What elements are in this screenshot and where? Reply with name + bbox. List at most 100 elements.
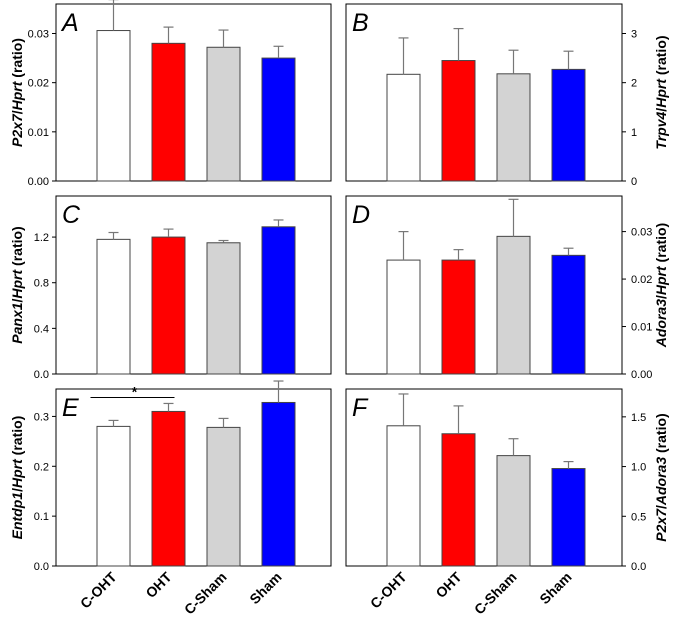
panel-c-bar-c-sham: [206, 242, 241, 375]
panel-f-ylabel-part: /: [653, 505, 669, 509]
left-xtick-label-c-sham: C-Sham: [181, 569, 230, 618]
panel-d-ylabel-part: Adora3: [653, 299, 669, 348]
panel-c-ylabel: Panx1/Hprt (ratio): [9, 226, 25, 343]
panel-f-bar-c-sham: [496, 455, 531, 567]
left-xtick-label-c-oht: C-OHT: [77, 568, 120, 611]
panel-b-ylabel-part: Trpv4: [653, 111, 669, 149]
panel-e-bar-c-oht: [96, 425, 131, 567]
panel-a-ytick-label: 0.03: [28, 29, 49, 41]
panel-a-ylabel-part: /: [9, 110, 25, 114]
panel-b-bar-c-oht: [386, 73, 421, 182]
panel-a-ylabel-part: Hprt: [9, 80, 25, 110]
panel-a-bar-oht: [151, 42, 186, 182]
panel-e-bar-oht: [151, 410, 186, 567]
panel-e-ytick-label: 0.1: [34, 511, 49, 523]
panel-c-frame: [55, 195, 332, 375]
panel-e-ytick-label: 0.0: [34, 561, 49, 573]
panel-b-ylabel-part: Hprt: [653, 78, 669, 108]
panel-d-ylabel: Adora3/Hprt (ratio): [653, 223, 669, 348]
panel-b-bar-sham: [551, 68, 586, 182]
panel-f-ylabel-part: P2x7: [653, 508, 669, 542]
panel-b-ylabel: Trpv4/Hprt (ratio): [653, 35, 669, 149]
panel-b-frame: [345, 3, 623, 182]
panel-b-bar-c-sham: [496, 73, 531, 182]
panel-d-ytick-label: 0.02: [631, 274, 652, 286]
panel-b-ytick-label: 1: [631, 127, 637, 139]
panel-a-ylabel: P2x7/Hprt (ratio): [9, 38, 25, 147]
panel-e-letter: E: [62, 394, 79, 422]
panel-d-ytick-label: 0.03: [631, 227, 652, 239]
panel-f-ytick-label: 0.0: [631, 561, 646, 573]
panel-b-ytick-label: 0: [631, 176, 637, 188]
panel-d-letter: D: [352, 201, 370, 229]
panel-a-ytick-label: 0.01: [28, 127, 49, 139]
panel-b-letter: B: [352, 9, 369, 37]
panel-a-bar-sham: [261, 57, 296, 182]
panel-d-bar-oht: [441, 259, 476, 375]
panel-f-ylabel-part: Adora3: [653, 457, 669, 506]
right-xtick-label-c-oht: C-OHT: [367, 568, 410, 611]
panel-a-ylabel-part: P2x7: [9, 113, 25, 147]
panel-d-bar-c-oht: [386, 259, 421, 375]
panel-d-frame: [345, 195, 623, 375]
panel-a-ytick-label: 0.00: [28, 176, 49, 188]
panel-d-bar-sham: [551, 254, 586, 375]
panel-e-frame: [55, 388, 332, 567]
panel-c-ytick-label: 0.0: [34, 369, 49, 381]
panel-a-frame: [55, 3, 332, 182]
panel-e-bar-c-sham: [206, 426, 241, 567]
panel-e-ylabel-part: Entdp1: [9, 492, 25, 540]
panel-e-bar-sham: [261, 401, 296, 567]
panel-f-ylabel-part: (ratio): [653, 413, 669, 457]
panel-f-frame: [345, 388, 623, 567]
panel-d-ylabel-part: (ratio): [653, 223, 669, 267]
panel-f-ylabel: P2x7/Adora3 (ratio): [653, 413, 669, 541]
panel-d-bar-c-sham: [496, 235, 531, 375]
panel-b-bar-oht: [441, 60, 476, 182]
panel-d-ylabel-part: Hprt: [653, 265, 669, 295]
right-xtick-label-oht: OHT: [432, 568, 465, 601]
panel-a-bar-c-sham: [206, 46, 241, 182]
right-xtick-label-sham: Sham: [536, 569, 574, 607]
panel-e-ytick-label: 0.3: [34, 411, 49, 423]
panel-a-letter: A: [60, 9, 79, 37]
panel-d-ylabel-part: /: [653, 295, 669, 299]
left-xtick-label-oht: OHT: [142, 568, 175, 601]
panel-e-ylabel-part: Hprt: [9, 458, 25, 488]
panel-c-letter: C: [62, 201, 81, 229]
panel-b-ytick-label: 2: [631, 78, 637, 90]
panel-d-ytick-label: 0.01: [631, 322, 652, 334]
panel-f-ytick-label: 0.5: [631, 511, 646, 523]
panel-c-bar-c-oht: [96, 238, 131, 375]
panel-e-ytick-label: 0.2: [34, 461, 49, 473]
right-xtick-label-c-sham: C-Sham: [471, 569, 520, 618]
panel-f-ytick-label: 1.0: [631, 462, 646, 474]
panel-c-ytick-label: 0.8: [34, 278, 49, 290]
panel-c-ylabel-part: (ratio): [9, 226, 25, 270]
panel-e-significance-star: *: [132, 383, 138, 399]
panel-e-ylabel-part: (ratio): [9, 416, 25, 460]
panel-d-ytick-label: 0.00: [631, 369, 652, 381]
panel-c-ytick-label: 0.4: [34, 323, 49, 335]
panel-c-ytick-label: 1.2: [34, 232, 49, 244]
panel-f-letter: F: [352, 394, 369, 422]
panel-a-ylabel-part: (ratio): [9, 38, 25, 82]
panel-a-ytick-label: 0.02: [28, 78, 49, 90]
panel-f-bar-sham: [551, 468, 586, 567]
panel-e-ylabel: Entdp1/Hprt (ratio): [9, 416, 25, 540]
panel-c-bar-sham: [261, 226, 296, 375]
panel-c-bar-oht: [151, 236, 186, 375]
panel-b-ylabel-part: /: [653, 108, 669, 112]
left-xtick-label-sham: Sham: [246, 569, 284, 607]
panel-f-bar-c-oht: [386, 425, 421, 567]
panel-f-bar-oht: [441, 433, 476, 567]
panel-b-ylabel-part: (ratio): [653, 35, 669, 79]
panel-e-ylabel-part: /: [9, 488, 25, 492]
panel-f-ytick-label: 1.5: [631, 412, 646, 424]
panel-c-ylabel-part: Panx1: [9, 302, 25, 343]
panel-c-ylabel-part: /: [9, 298, 25, 302]
panel-a-bar-c-oht: [96, 30, 131, 182]
panel-b-ytick-label: 3: [631, 29, 637, 41]
panel-c-ylabel-part: Hprt: [9, 268, 25, 298]
